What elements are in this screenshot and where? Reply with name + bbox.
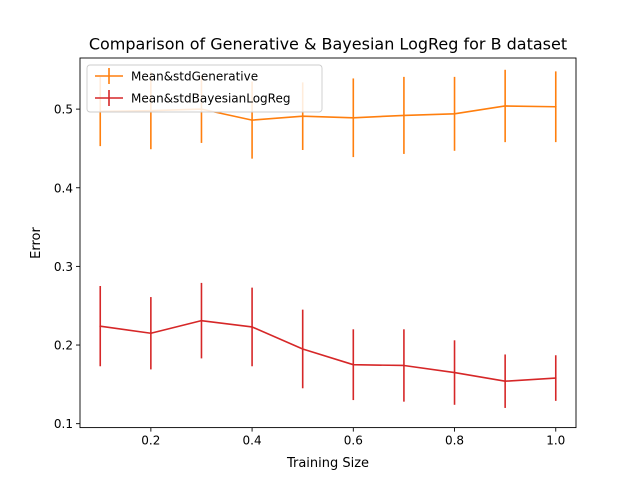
data-point [554,105,557,108]
legend-label: Mean&stdBayesianLogReg [131,92,290,106]
data-point [251,119,253,122]
data-point [149,332,152,335]
plot-frame [79,57,577,429]
x-tick-label: 0.4 [243,434,262,448]
data-point [403,114,405,117]
x-tick-label: 0.6 [344,434,363,448]
data-point [251,326,253,328]
y-tick-label: 0.3 [54,260,73,274]
x-tick-label: 1.0 [546,434,565,448]
data-point [352,116,355,119]
data-point [554,377,557,379]
x-tick-label: 0.2 [141,434,160,448]
x-tick-label: 0.8 [445,434,464,448]
data-point [453,371,456,374]
data-point [301,348,304,350]
series-bayesian-logreg [99,282,557,408]
data-point [301,115,304,118]
y-axis-label: Error [29,227,44,259]
data-point [352,363,355,366]
plot-area [99,69,557,408]
y-tick-label: 0.4 [54,181,73,195]
data-point [504,105,507,107]
series-line [100,319,556,383]
legend-label: Mean&stdGenerative [131,70,258,84]
data-point [200,319,203,322]
y-tick-label: 0.2 [54,339,73,353]
y-tick-label: 0.5 [54,103,73,117]
x-axis-label: Training Size [286,456,369,471]
data-point [453,112,456,115]
y-tick-label: 0.1 [54,417,73,431]
data-point [403,364,405,367]
chart-title: Comparison of Generative & Bayesian LogR… [89,35,567,54]
data-point [504,380,507,383]
data-point [99,325,102,328]
legend-box [86,64,323,113]
legend: Mean&stdGenerative Mean&stdBayesianLogReg [86,64,323,113]
